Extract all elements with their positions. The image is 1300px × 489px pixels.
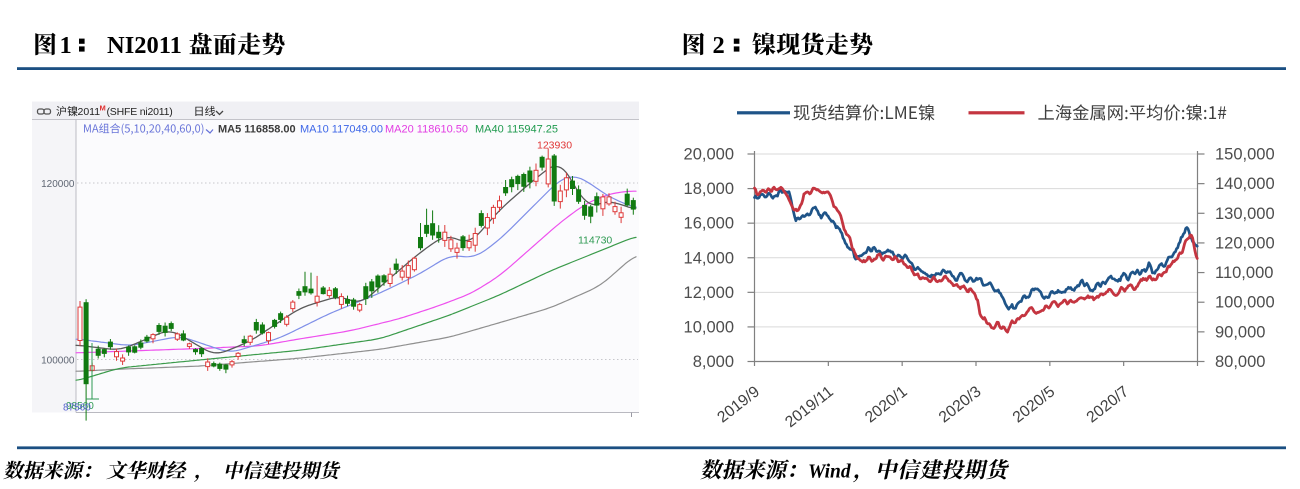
svg-text:87560: 87560 bbox=[63, 403, 91, 414]
svg-text:14,000: 14,000 bbox=[684, 249, 734, 267]
svg-text:100,000: 100,000 bbox=[1215, 294, 1275, 312]
svg-text:2020/7: 2020/7 bbox=[1084, 383, 1133, 426]
svg-text:Wind: Wind bbox=[808, 462, 851, 483]
svg-text:2020/5: 2020/5 bbox=[1010, 383, 1059, 426]
svg-text:MA10 117049.00: MA10 117049.00 bbox=[300, 124, 383, 136]
svg-text:MA40 115947.25: MA40 115947.25 bbox=[475, 124, 558, 136]
svg-text:130,000: 130,000 bbox=[1215, 205, 1275, 223]
svg-text:98560: 98560 bbox=[66, 401, 94, 412]
svg-text:140,000: 140,000 bbox=[1215, 175, 1275, 193]
svg-text:1: 1 bbox=[60, 32, 72, 59]
svg-text:120,000: 120,000 bbox=[1215, 234, 1275, 252]
svg-text:114730: 114730 bbox=[578, 235, 612, 247]
svg-text:123930: 123930 bbox=[537, 140, 572, 152]
svg-text:M: M bbox=[100, 104, 106, 113]
svg-text:MA5 116858.00: MA5 116858.00 bbox=[218, 124, 296, 136]
svg-text:2019/11: 2019/11 bbox=[782, 383, 837, 431]
svg-text:20,000: 20,000 bbox=[684, 146, 734, 164]
svg-text:2020/1: 2020/1 bbox=[862, 383, 911, 426]
svg-text:8,000: 8,000 bbox=[693, 353, 734, 371]
svg-text:80,000: 80,000 bbox=[1215, 353, 1265, 371]
svg-text:NI2011: NI2011 bbox=[107, 32, 182, 59]
svg-text:100000: 100000 bbox=[41, 356, 75, 367]
svg-text:110,000: 110,000 bbox=[1215, 264, 1273, 282]
svg-text:120000: 120000 bbox=[41, 179, 75, 190]
svg-text:12,000: 12,000 bbox=[684, 284, 734, 302]
svg-text:2: 2 bbox=[713, 32, 725, 59]
svg-text:MA20 118610.50: MA20 118610.50 bbox=[385, 124, 468, 136]
svg-text:90,000: 90,000 bbox=[1215, 323, 1265, 341]
svg-text:2011: 2011 bbox=[78, 106, 101, 118]
svg-text:(SHFE ni2011): (SHFE ni2011) bbox=[107, 106, 173, 118]
svg-text:10,000: 10,000 bbox=[684, 318, 734, 336]
svg-text:18,000: 18,000 bbox=[684, 180, 734, 198]
svg-text:16,000: 16,000 bbox=[684, 215, 734, 233]
svg-text:150,000: 150,000 bbox=[1215, 146, 1275, 164]
svg-text:2019/9: 2019/9 bbox=[714, 383, 763, 426]
svg-text:2020/3: 2020/3 bbox=[936, 383, 985, 426]
